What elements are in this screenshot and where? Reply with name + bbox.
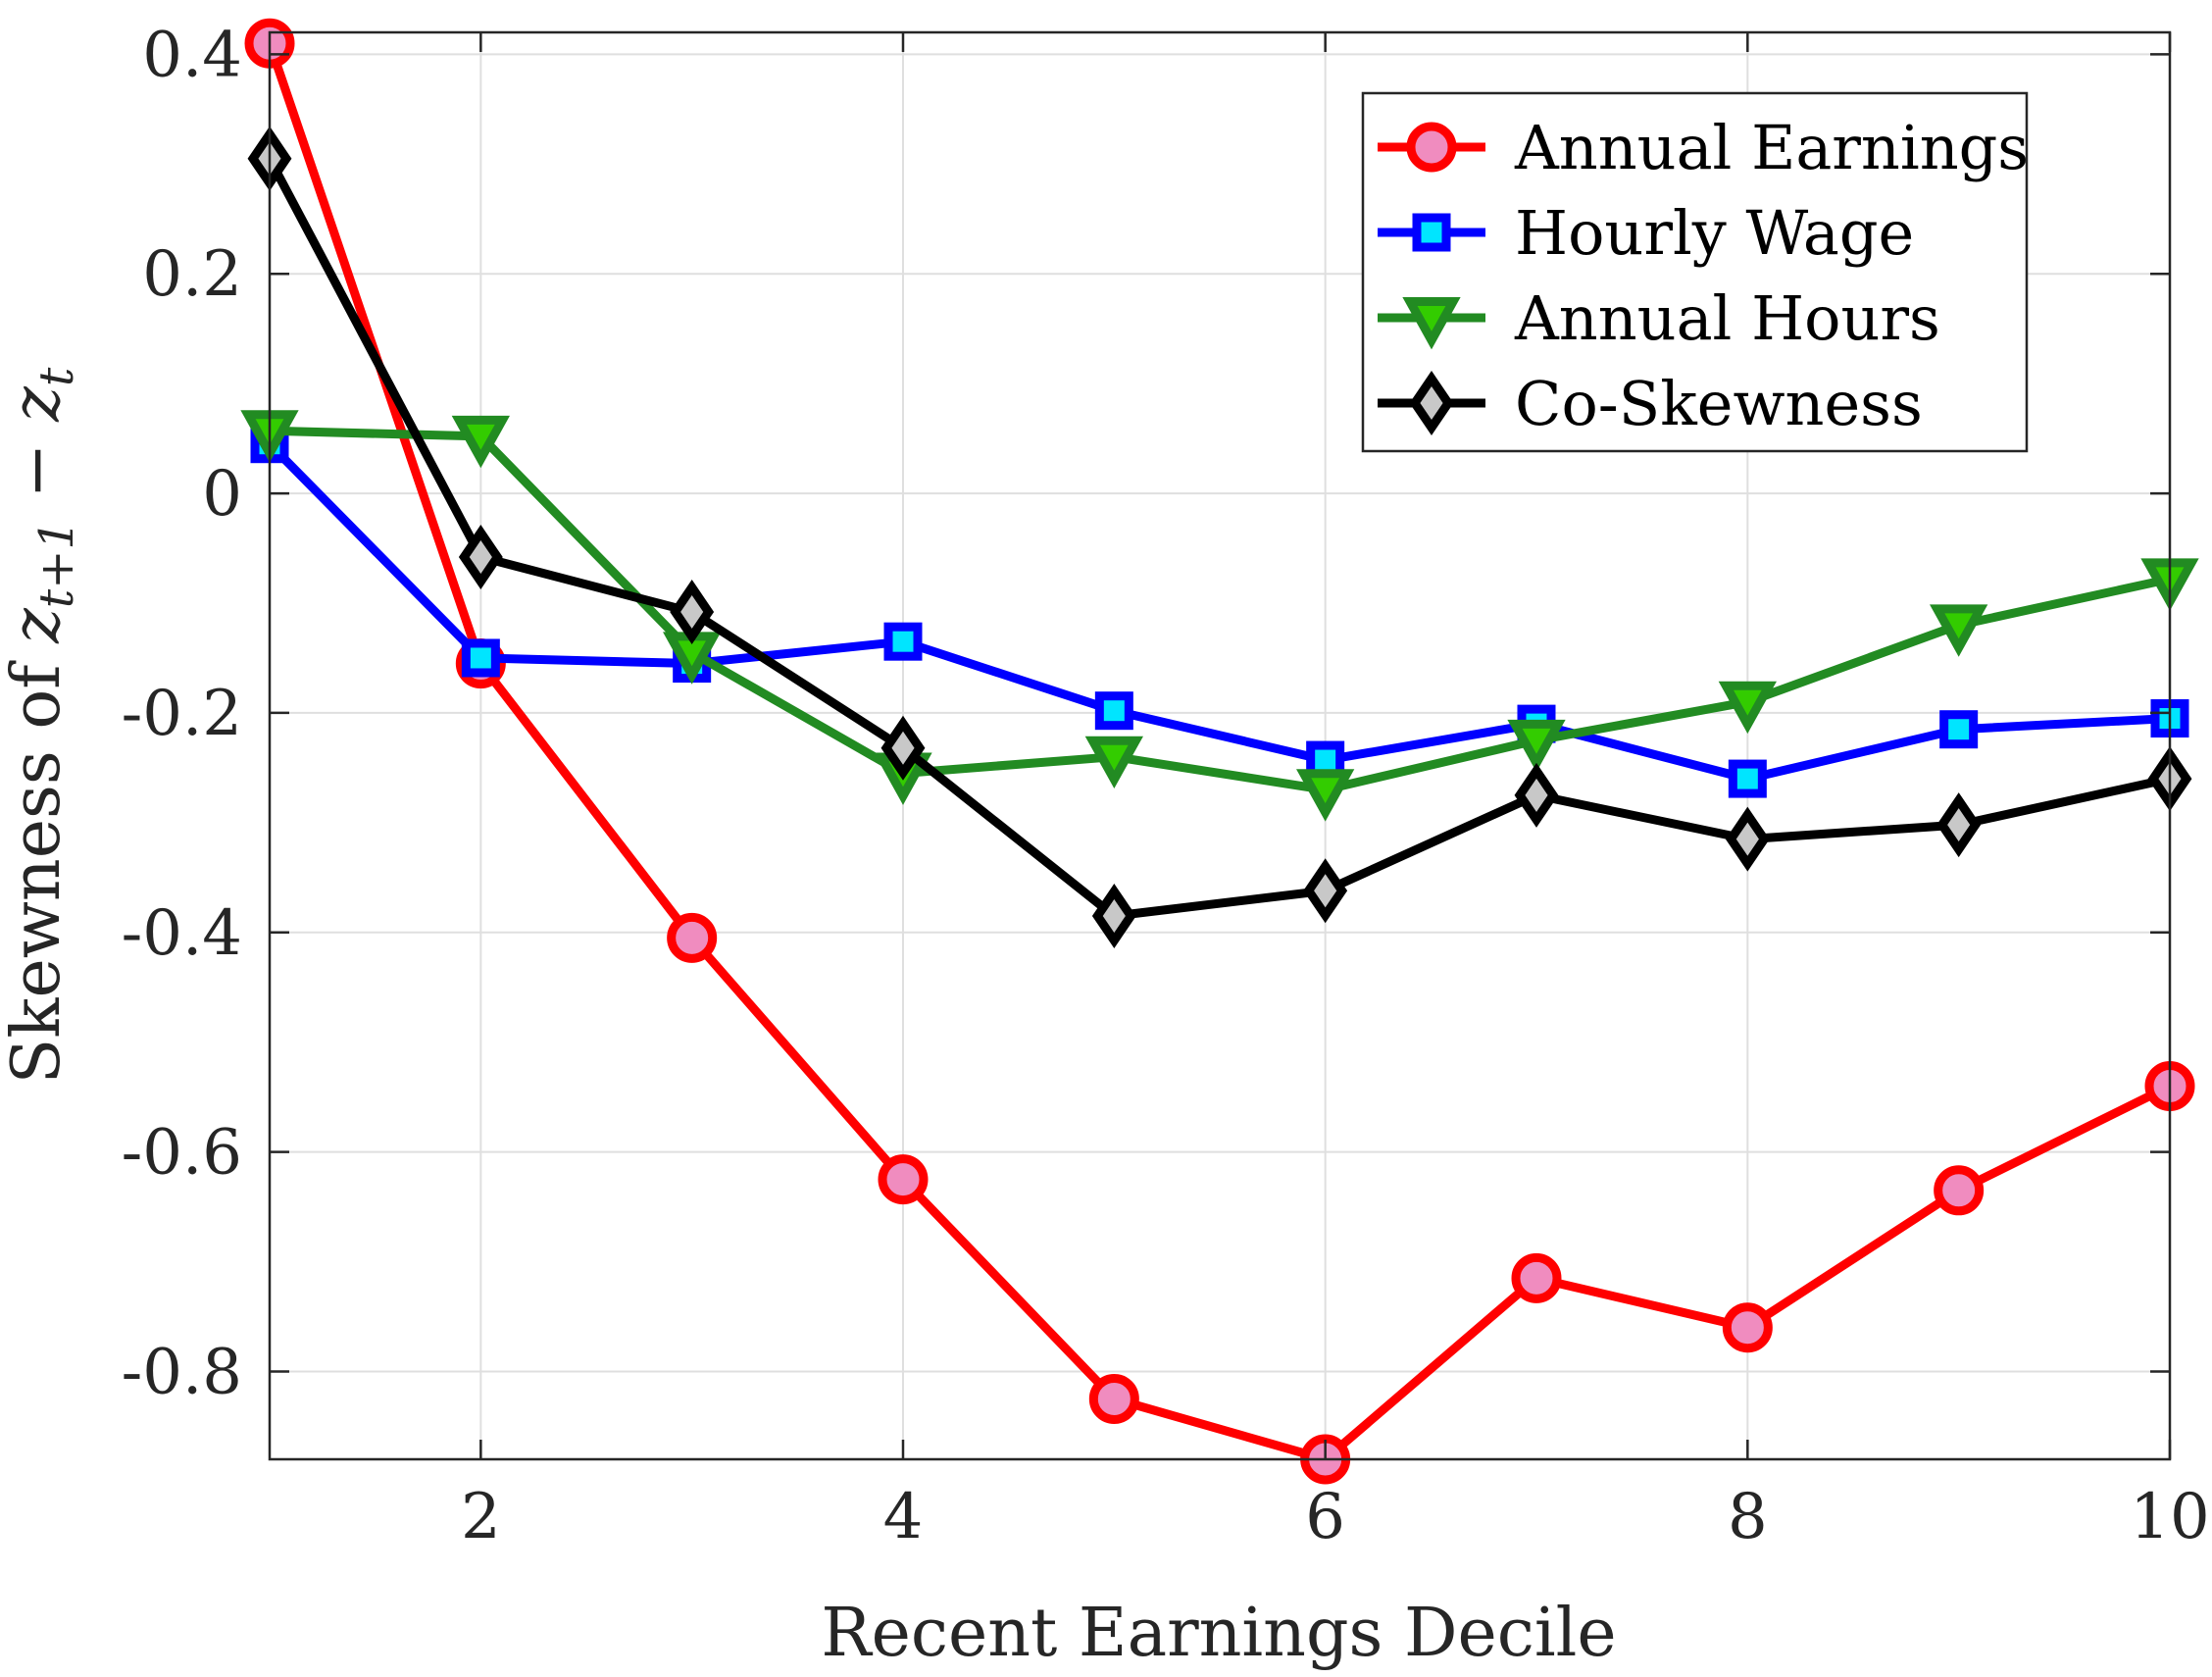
tick-labels: 2 4 6 8 10 0.4 0.2 0 -0.2 -0.4 -0.6 -0.8 [122,19,2210,1553]
legend-label: Annual Earnings [1514,112,2029,183]
series-line [265,426,2175,794]
data-point [1303,858,1348,924]
data-point [451,415,510,469]
legend-item: Co-Skewness [1378,368,1923,439]
series-line [265,38,2175,1464]
legend-item: Annual Earnings [1378,112,2029,183]
legend-box [1361,91,2029,453]
data-point [1936,792,1982,858]
data-point [1511,1252,1562,1303]
axes [268,30,2172,1461]
y-axis-title-op: − [0,422,75,520]
data-point [1296,769,1355,822]
y-tick-label: -0.8 [122,1336,242,1408]
x-tick-label: 6 [1305,1481,1345,1553]
series-layer [240,18,2199,1485]
y-tick-label: -0.6 [122,1117,242,1190]
legend-label: Annual Hours [1514,282,1940,354]
legend-label: Co-Skewness [1515,368,1923,439]
y-tick-label: 0.2 [142,238,242,311]
y-axis-title-var2: z [0,385,75,423]
data-point [1934,1165,1985,1216]
data-point [458,524,503,589]
data-point [883,622,923,661]
data-point [1722,1302,1773,1353]
series-line [265,439,2175,784]
y-axis-title: Skewness of zt+1 − zt [0,367,84,1084]
x-tick-label: 8 [1728,1481,1768,1553]
y-axis-title-sub2: t [29,367,84,386]
x-axis-title: Recent Earnings Decile [821,1595,1616,1672]
data-point [1718,681,1777,735]
data-point [880,715,926,781]
data-point [1930,604,1988,657]
y-axis-title-prefix: Skewness of [0,643,75,1084]
y-tick-label: -0.4 [122,897,242,970]
y-axis-title-sub1: t+1 [29,520,84,608]
data-point [1728,759,1767,798]
legend: Annual Earnings Hourly Wage Annual Hours Co… [1361,91,2029,453]
x-tick-label: 10 [2130,1481,2209,1553]
legend-item: Annual Hours [1378,282,1940,354]
series-line [265,154,2175,921]
data-point [1084,736,1143,789]
legend-marker [1406,122,1457,173]
legend-label: Hourly Wage [1515,197,1914,269]
data-point [667,912,718,963]
axes-box [268,30,2172,1461]
y-axis-title-var: z [0,607,75,644]
y-tick-label: 0.4 [142,19,242,91]
data-point [878,1154,929,1205]
legend-marker [1402,297,1461,350]
data-point [1088,1373,1139,1424]
legend-marker [1412,213,1451,252]
data-point [1725,806,1770,872]
data-point [1507,719,1566,773]
data-point [1091,883,1136,948]
data-point [1514,762,1559,828]
x-tick-label: 4 [883,1481,924,1553]
data-point [1939,710,1979,749]
y-tick-label: -0.2 [122,678,242,750]
data-point [461,638,500,678]
legend-marker [1409,370,1454,436]
data-point [1094,691,1133,731]
y-tick-label: 0 [202,458,242,531]
x-tick-label: 2 [461,1481,501,1553]
data-point [670,579,715,644]
legend-item: Hourly Wage [1378,197,1914,269]
